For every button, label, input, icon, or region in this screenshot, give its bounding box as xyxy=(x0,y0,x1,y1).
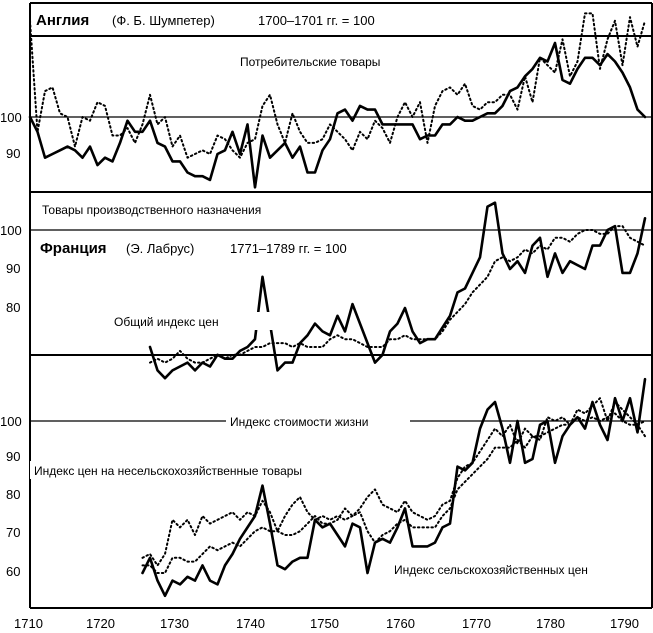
series-line-panel0-1-solid xyxy=(28,41,647,189)
tick-layer: 100 90 100 90 80 100 90 80 70 60 1710 17… xyxy=(0,110,639,631)
label-agri-index: Индекс сельскохозяйственных цен xyxy=(394,563,588,577)
england-title: Англия xyxy=(36,12,89,29)
label-production-goods: Товары производственного назначения xyxy=(42,203,261,217)
france-subtitle: (Э. Лабрус) xyxy=(126,241,194,256)
x-tick-1720: 1720 xyxy=(86,616,115,631)
series-line-panel2-1-dotted xyxy=(141,412,646,574)
label-cost-of-living: Индекс стоимости жизни xyxy=(230,415,368,429)
series-line-panel0-0-dotted xyxy=(29,12,646,159)
england-subtitle: (Ф. Б. Шумпетер) xyxy=(112,13,215,28)
y-tick-fr-80: 80 xyxy=(6,300,20,315)
x-tick-1760: 1760 xyxy=(386,616,415,631)
x-tick-1730: 1730 xyxy=(160,616,189,631)
x-tick-1740: 1740 xyxy=(236,616,265,631)
y-tick-fr-100: 100 xyxy=(0,223,22,238)
y-tick-lower-80: 80 xyxy=(6,487,20,502)
france-base-note: 1771–1789 гг. = 100 xyxy=(230,241,347,256)
england-base-note: 1700–1701 гг. = 100 xyxy=(258,13,375,28)
y-tick-eng-90: 90 xyxy=(6,146,20,161)
y-tick-fr-90: 90 xyxy=(6,261,20,276)
y-tick-lower-60: 60 xyxy=(6,564,20,579)
y-tick-lower-100: 100 xyxy=(0,414,22,429)
series-line-panel2-2-dotted xyxy=(141,397,646,567)
label-consumer-goods: Потребительские товары xyxy=(240,55,380,69)
x-tick-1790: 1790 xyxy=(610,616,639,631)
label-nonagri-index: Индекс цен на несельскохозяйственные тов… xyxy=(34,464,302,478)
x-tick-1780: 1780 xyxy=(536,616,565,631)
x-tick-1710: 1710 xyxy=(14,616,43,631)
series-layer xyxy=(28,12,647,598)
france-title: Франция xyxy=(40,240,107,257)
series-line-panel2-0-solid xyxy=(141,377,647,598)
label-layer: Англия (Ф. Б. Шумпетер) 1700–1701 гг. = … xyxy=(30,6,642,578)
y-tick-lower-90: 90 xyxy=(6,449,20,464)
y-tick-lower-70: 70 xyxy=(6,525,20,540)
series-line-panel1-1-dotted xyxy=(149,225,646,364)
series-line-panel1-0-solid xyxy=(148,201,647,380)
x-tick-1770: 1770 xyxy=(462,616,491,631)
y-tick-eng-100: 100 xyxy=(0,110,22,125)
label-general-index: Общий индекс цен xyxy=(114,315,219,329)
x-tick-1750: 1750 xyxy=(310,616,339,631)
